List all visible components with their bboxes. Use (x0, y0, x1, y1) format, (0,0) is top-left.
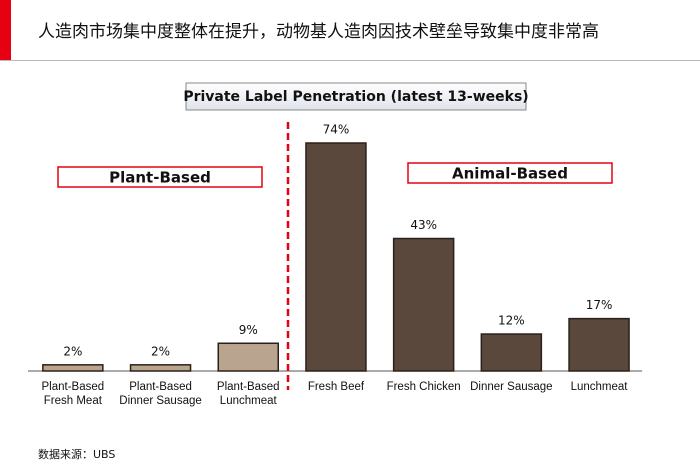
x-tick-label: Fresh Chicken (386, 381, 461, 393)
x-tick-label: Plant-Based Dinner Sausage (119, 381, 202, 407)
chart-title: Private Label Penetration (latest 13-wee… (183, 89, 528, 105)
bar (42, 364, 104, 372)
value-label: 2% (63, 344, 82, 358)
group-label: Plant-Based (109, 169, 211, 187)
x-tick-label: Fresh Beef (307, 381, 365, 393)
header-accent (0, 0, 11, 60)
bar (568, 317, 630, 372)
chart-title-box (185, 82, 527, 111)
x-tick-label: Dinner Sausage (470, 381, 553, 393)
value-label: 9% (239, 323, 258, 337)
value-label: 2% (151, 344, 170, 358)
bar (480, 333, 543, 372)
value-label: 74% (323, 123, 350, 137)
x-tick-label: Lunchmeat (570, 381, 628, 393)
group-box (57, 166, 263, 188)
group-box (407, 162, 613, 184)
bar (392, 237, 455, 372)
bar (217, 342, 279, 372)
value-label: 12% (498, 314, 525, 328)
value-label: 17% (586, 298, 613, 312)
x-tick-label: Plant-Based Fresh Meat (41, 381, 105, 407)
source: 数据来源：UBS (38, 447, 115, 461)
bar (129, 364, 192, 372)
header-title: 人造肉市场集中度整体在提升，动物基人造肉因技术壁垒导致集中度非常高 (38, 22, 599, 42)
bar (305, 142, 367, 372)
group-label: Animal-Based (452, 165, 568, 183)
value-label: 43% (410, 218, 437, 232)
x-tick-label: Plant-Based Lunchmeat (216, 381, 280, 407)
